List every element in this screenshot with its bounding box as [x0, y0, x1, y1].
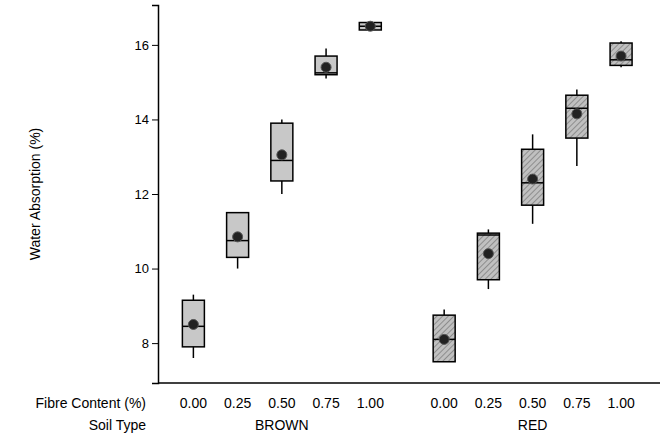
upper-whisker [193, 295, 195, 301]
box [566, 95, 588, 138]
y-tick-mark [152, 194, 158, 195]
mean-marker [528, 174, 538, 184]
x-tick-label: 0.50 [519, 395, 546, 411]
upper-whisker [325, 49, 327, 56]
upper-whisker [532, 134, 534, 149]
lower-whisker [281, 181, 283, 194]
mean-marker [483, 249, 493, 259]
y-tick: 12 [135, 187, 158, 202]
lower-whisker [193, 347, 195, 358]
x-tick-label: 1.00 [607, 395, 634, 411]
y-axis-title: Water Absorption (%) [27, 128, 43, 261]
box [182, 300, 204, 347]
y-axis-line [152, 6, 159, 384]
x-tick-label: 0.25 [475, 395, 502, 411]
mean-marker [616, 51, 626, 61]
y-tick-label: 14 [135, 112, 149, 127]
group-label: BROWN [255, 417, 309, 433]
box-group [433, 41, 632, 362]
y-tick: 8 [142, 336, 158, 351]
x-tick-label: 1.00 [357, 395, 384, 411]
mean-marker [277, 150, 287, 160]
box [477, 233, 499, 280]
mean-marker [188, 319, 198, 329]
plot-area [182, 21, 632, 362]
y-tick-label: 16 [135, 38, 149, 53]
box [227, 213, 249, 258]
mean-marker [365, 21, 375, 31]
x-tick-label: 0.75 [563, 395, 590, 411]
median-line [477, 234, 499, 236]
mean-marker [439, 334, 449, 344]
x-tick-label: 0.25 [224, 395, 251, 411]
lower-whisker [576, 138, 578, 166]
lower-whisker [532, 205, 534, 224]
x-tick-label: 0.00 [180, 395, 207, 411]
box [610, 43, 632, 65]
box [433, 315, 455, 362]
x-tick-label: 0.50 [268, 395, 295, 411]
box [522, 149, 544, 205]
mean-marker [321, 62, 331, 72]
x-axis-title: Fibre Content (%) [36, 395, 146, 411]
y-tick-mark [152, 45, 158, 46]
chart: 8 10 12 14 16 Water Absorption (%) Fibre Conte… [0, 0, 662, 442]
x-tick-label: 0.75 [312, 395, 339, 411]
box [271, 123, 293, 181]
y-tick: 16 [135, 38, 158, 53]
mean-marker [572, 109, 582, 119]
group-label: RED [518, 417, 548, 433]
group-axis-title: Soil Type [89, 417, 147, 433]
y-tick-mark [152, 119, 158, 120]
x-tick-label: 0.00 [431, 395, 458, 411]
upper-whisker [443, 310, 445, 316]
box [315, 56, 337, 75]
box-group [182, 21, 381, 358]
y-axis: 8 10 12 14 16 [135, 6, 159, 384]
y-tick-mark [152, 269, 158, 270]
x-axis-line [158, 382, 660, 384]
lower-whisker [488, 280, 490, 289]
y-tick-mark [152, 343, 158, 344]
y-tick-label: 10 [135, 261, 149, 276]
y-tick: 14 [135, 112, 158, 127]
y-tick-label: 12 [135, 187, 149, 202]
lower-whisker [237, 257, 239, 268]
mean-marker [233, 232, 243, 242]
y-tick: 10 [135, 261, 158, 276]
y-tick-label: 8 [142, 336, 149, 351]
upper-whisker [576, 90, 578, 96]
